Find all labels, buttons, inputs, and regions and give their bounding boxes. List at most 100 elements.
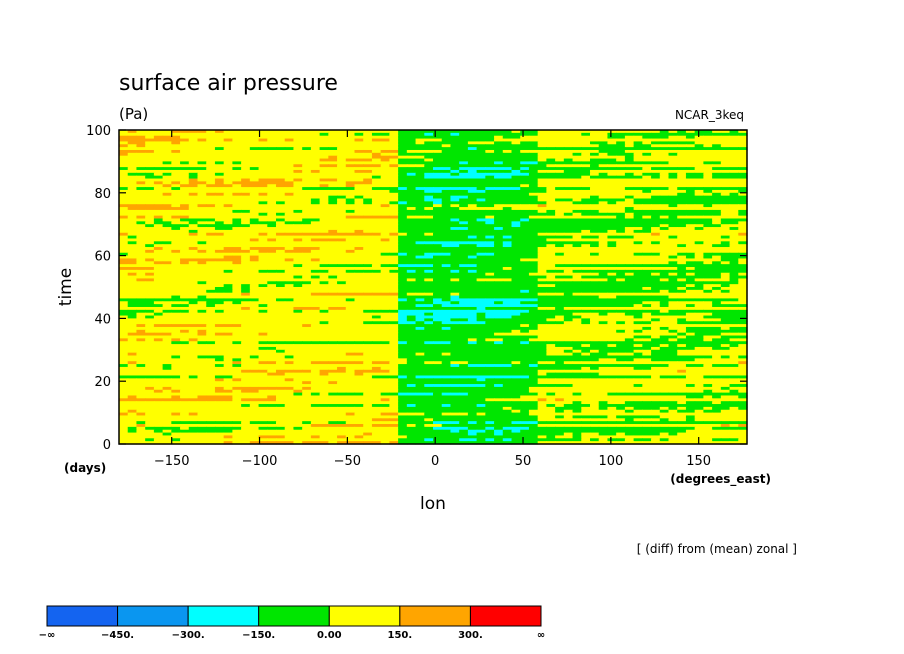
field-cell [180,181,190,185]
field-cell [659,158,670,162]
field-cell [371,241,382,245]
field-cell [284,215,295,220]
field-cell [668,158,678,162]
field-cell [729,167,739,171]
field-cell [406,175,417,180]
field-cell [563,278,574,282]
field-cell [171,304,181,308]
field-cell [459,267,469,271]
field-cell [206,238,216,242]
field-cell [502,287,513,291]
field-cell [145,264,155,268]
field-cell [642,301,652,305]
field-cell [406,261,417,265]
field-cell [581,258,591,262]
field-cell [424,315,434,319]
field-cell [153,278,164,282]
field-cell [450,149,460,154]
field-cell [145,175,155,180]
field-cell [502,275,513,280]
field-cell [685,306,696,311]
field-cell [310,261,321,265]
field-cell [241,258,251,262]
field-cell [720,147,731,151]
field-cell [267,138,277,143]
field-cell [651,227,661,231]
field-cell [441,221,452,225]
field-cell [119,161,129,165]
field-cell [720,192,731,197]
field-cell [424,144,434,148]
field-cell [249,255,260,260]
field-cell [467,309,478,314]
field-cell [633,130,643,134]
field-cell [607,187,617,191]
field-cell [119,229,129,234]
field-cell [389,267,399,271]
field-cell [581,212,591,217]
field-cell [555,130,565,134]
field-cell [241,215,251,220]
field-cell [398,212,408,217]
field-cell [450,155,460,160]
field-cell [162,218,172,222]
field-cell [354,284,364,288]
field-cell [685,138,696,143]
field-cell [258,281,268,285]
field-cell [232,161,242,165]
field-cell [572,175,582,180]
field-cell [206,269,216,274]
field-cell [406,212,417,217]
field-cell [380,144,390,148]
field-cell [180,149,190,154]
field-cell [659,155,670,160]
field-cell [214,249,225,254]
field-cell [502,135,513,140]
field-cell [720,167,731,171]
field-cell [293,301,303,305]
field-cell [363,175,373,180]
field-cell [476,278,486,282]
field-cell [563,149,574,154]
field-cell [433,215,443,220]
field-cell [624,167,635,171]
field-cell [485,192,495,197]
field-cell [494,301,504,305]
field-cell [302,309,312,314]
field-cell [668,281,678,285]
field-cell [624,272,635,277]
field-cell [685,135,696,140]
field-cell [590,238,600,242]
field-cell [685,198,696,202]
field-cell [232,227,242,231]
field-cell [467,269,478,274]
field-cell [624,315,635,319]
field-cell [180,215,190,220]
field-cell [119,301,129,305]
field-cell [729,215,739,220]
field-cell [563,164,574,168]
field-cell [319,215,329,220]
field-cell [694,172,704,177]
field-cell [136,326,146,331]
field-cell [720,298,731,302]
field-cell [363,204,373,208]
field-cell [415,152,425,157]
field-cell [651,235,661,240]
field-cell [633,132,643,137]
field-cell [694,318,704,322]
field-cell [249,304,260,308]
field-cell [363,209,373,214]
field-cell [415,158,425,162]
field-cell [459,215,469,220]
field-cell [145,135,155,140]
field-cell [546,269,556,274]
field-cell [153,264,164,268]
field-cell [651,204,661,208]
field-cell [249,306,260,311]
field-cell [441,295,452,300]
field-cell [371,252,382,257]
field-cell [485,178,495,182]
field-cell [214,195,225,200]
field-cell [293,175,303,180]
